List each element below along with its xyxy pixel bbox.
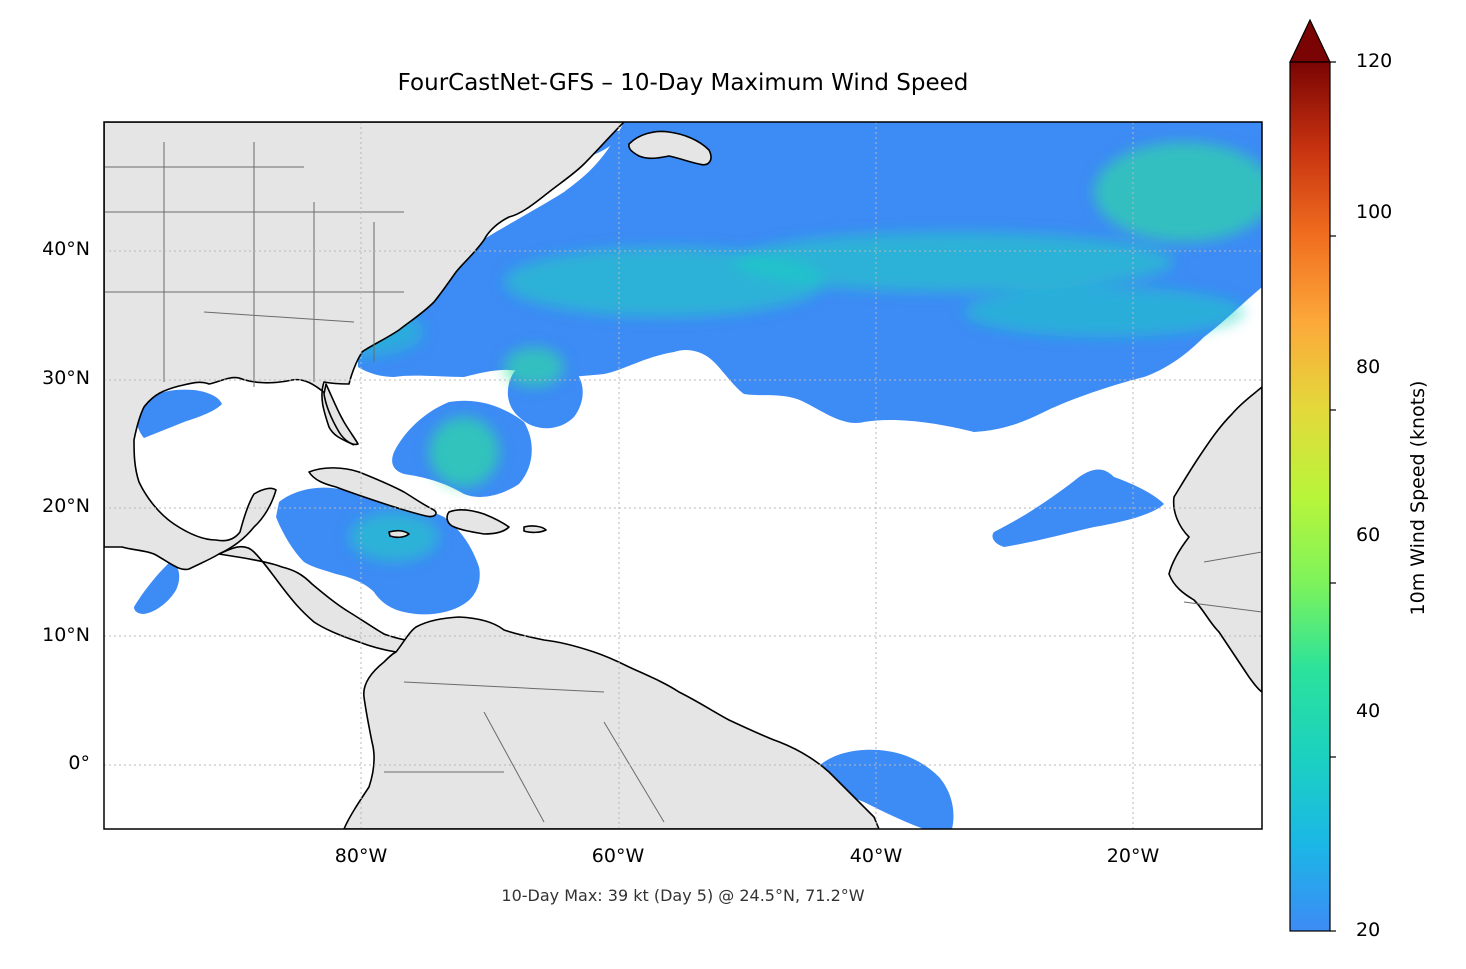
lon-tick-20w: 20°W xyxy=(1106,845,1160,867)
wind-region-west-africa xyxy=(992,469,1164,547)
colorbar-extend-arrow xyxy=(1289,18,1331,63)
wind-cores xyxy=(304,142,1262,562)
lat-tick-0: 0° xyxy=(68,752,90,774)
land-newfoundland xyxy=(628,130,712,166)
land-cuba xyxy=(308,467,437,518)
land-hispaniola xyxy=(446,509,510,535)
land-florida xyxy=(323,383,359,446)
gridlines xyxy=(104,122,1262,829)
map-area[interactable] xyxy=(104,122,1262,829)
land-masses xyxy=(104,122,1262,829)
map-border xyxy=(103,121,1263,830)
lon-tick-40w: 40°W xyxy=(849,845,903,867)
map-canvas xyxy=(104,122,1262,829)
wind-region-gulf xyxy=(136,389,222,438)
max-wind-footnote: 10-Day Max: 39 kt (Day 5) @ 24.5°N, 71.2… xyxy=(501,886,865,905)
lat-tick-40n: 40°N xyxy=(42,238,90,260)
lon-tick-60w: 60°W xyxy=(591,845,645,867)
land-south-america xyxy=(343,616,880,829)
lat-tick-10n: 10°N xyxy=(42,624,90,646)
colorbar-label: 10m Wind Speed (knots) xyxy=(1407,380,1429,616)
land-jamaica xyxy=(388,529,410,539)
colorbar-tick-80: 80 xyxy=(1356,356,1381,378)
wind-field xyxy=(134,122,1262,829)
chart-title: FourCastNet-GFS – 10-Day Maximum Wind Sp… xyxy=(397,70,969,96)
colorbar-ticks xyxy=(1330,61,1336,932)
wind-region-pacific xyxy=(134,560,180,614)
colorbar-tick-100: 100 xyxy=(1356,201,1393,223)
lat-tick-30n: 30°N xyxy=(42,367,90,389)
wind-region-equatorial xyxy=(814,749,954,829)
colorbar-tick-20: 20 xyxy=(1356,919,1381,941)
political-borders xyxy=(104,142,1262,823)
lat-tick-20n: 20°N xyxy=(42,495,90,517)
lon-tick-80w: 80°W xyxy=(334,845,388,867)
colorbar-gradient xyxy=(1289,61,1331,932)
colorbar-tick-40: 40 xyxy=(1356,700,1381,722)
colorbar-tick-120: 120 xyxy=(1356,50,1393,72)
land-north-america xyxy=(104,122,625,571)
land-africa xyxy=(1168,386,1262,693)
colorbar xyxy=(1289,18,1336,932)
land-puerto-rico xyxy=(523,525,547,534)
colorbar-tick-60: 60 xyxy=(1356,524,1381,546)
